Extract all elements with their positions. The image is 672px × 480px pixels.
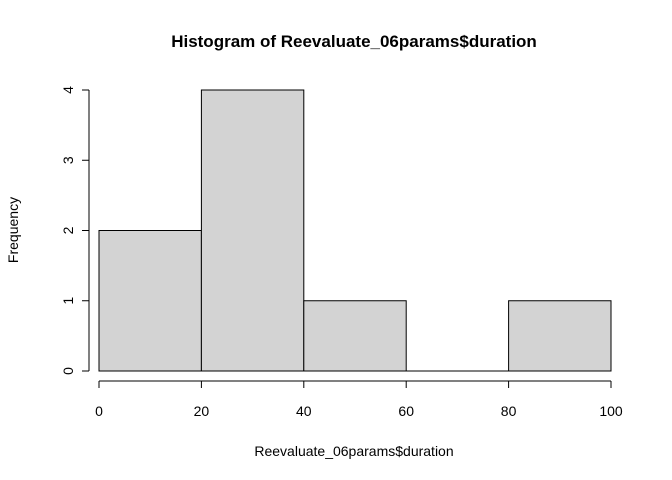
- bars-group: [98, 89, 612, 372]
- y-tick-label-0: 0: [60, 367, 76, 375]
- histogram-bar-2: [303, 300, 407, 372]
- x-tick-label-2: 40: [296, 403, 312, 419]
- x-tick-label-0: 0: [95, 403, 103, 419]
- histogram-bar-0: [98, 230, 202, 372]
- x-axis: 0 20 40 60 80 100: [95, 380, 623, 419]
- x-axis-label: Reevaluate_06params$duration: [254, 443, 453, 459]
- histogram-bar-1: [200, 89, 305, 372]
- x-tick-label-4: 80: [501, 403, 517, 419]
- y-tick-label-1: 1: [60, 297, 76, 305]
- y-tick-label-4: 4: [60, 86, 76, 94]
- y-axis: 0 1 2 3 4: [60, 86, 90, 375]
- histogram-bar-4: [508, 300, 612, 372]
- x-tick-label-5: 100: [599, 403, 623, 419]
- y-tick-label-2: 2: [60, 226, 76, 234]
- y-axis-label: Frequency: [5, 197, 21, 263]
- x-tick-label-1: 20: [194, 403, 210, 419]
- x-tick-label-3: 60: [398, 403, 414, 419]
- y-tick-label-3: 3: [60, 156, 76, 164]
- chart-title: Histogram of Reevaluate_06params$duratio…: [171, 32, 537, 51]
